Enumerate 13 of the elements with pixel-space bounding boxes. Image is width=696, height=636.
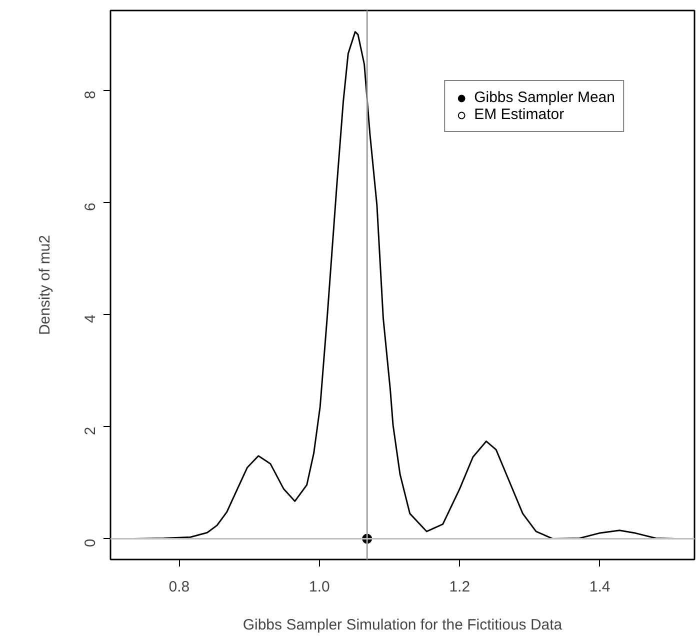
y-tick-label: 4	[82, 314, 99, 324]
y-tick-label: 8	[82, 90, 99, 99]
y-tick-label: 0	[82, 538, 99, 548]
x-tick-label: 1.4	[589, 578, 610, 596]
y-tick-label: 6	[82, 202, 99, 211]
x-tick-label: 0.8	[168, 578, 190, 596]
x-tick-label: 1.0	[308, 578, 330, 596]
y-tick-label: 2	[82, 426, 99, 436]
legend-label: Gibbs Sampler Mean	[474, 89, 615, 106]
y-axis-title: Density of mu2	[36, 234, 54, 336]
x-axis-title: Gibbs Sampler Simulation for the Fictitious Data	[242, 616, 563, 634]
x-tick-label: 1.2	[449, 578, 470, 596]
legend-label: EM Estimator	[474, 106, 564, 123]
